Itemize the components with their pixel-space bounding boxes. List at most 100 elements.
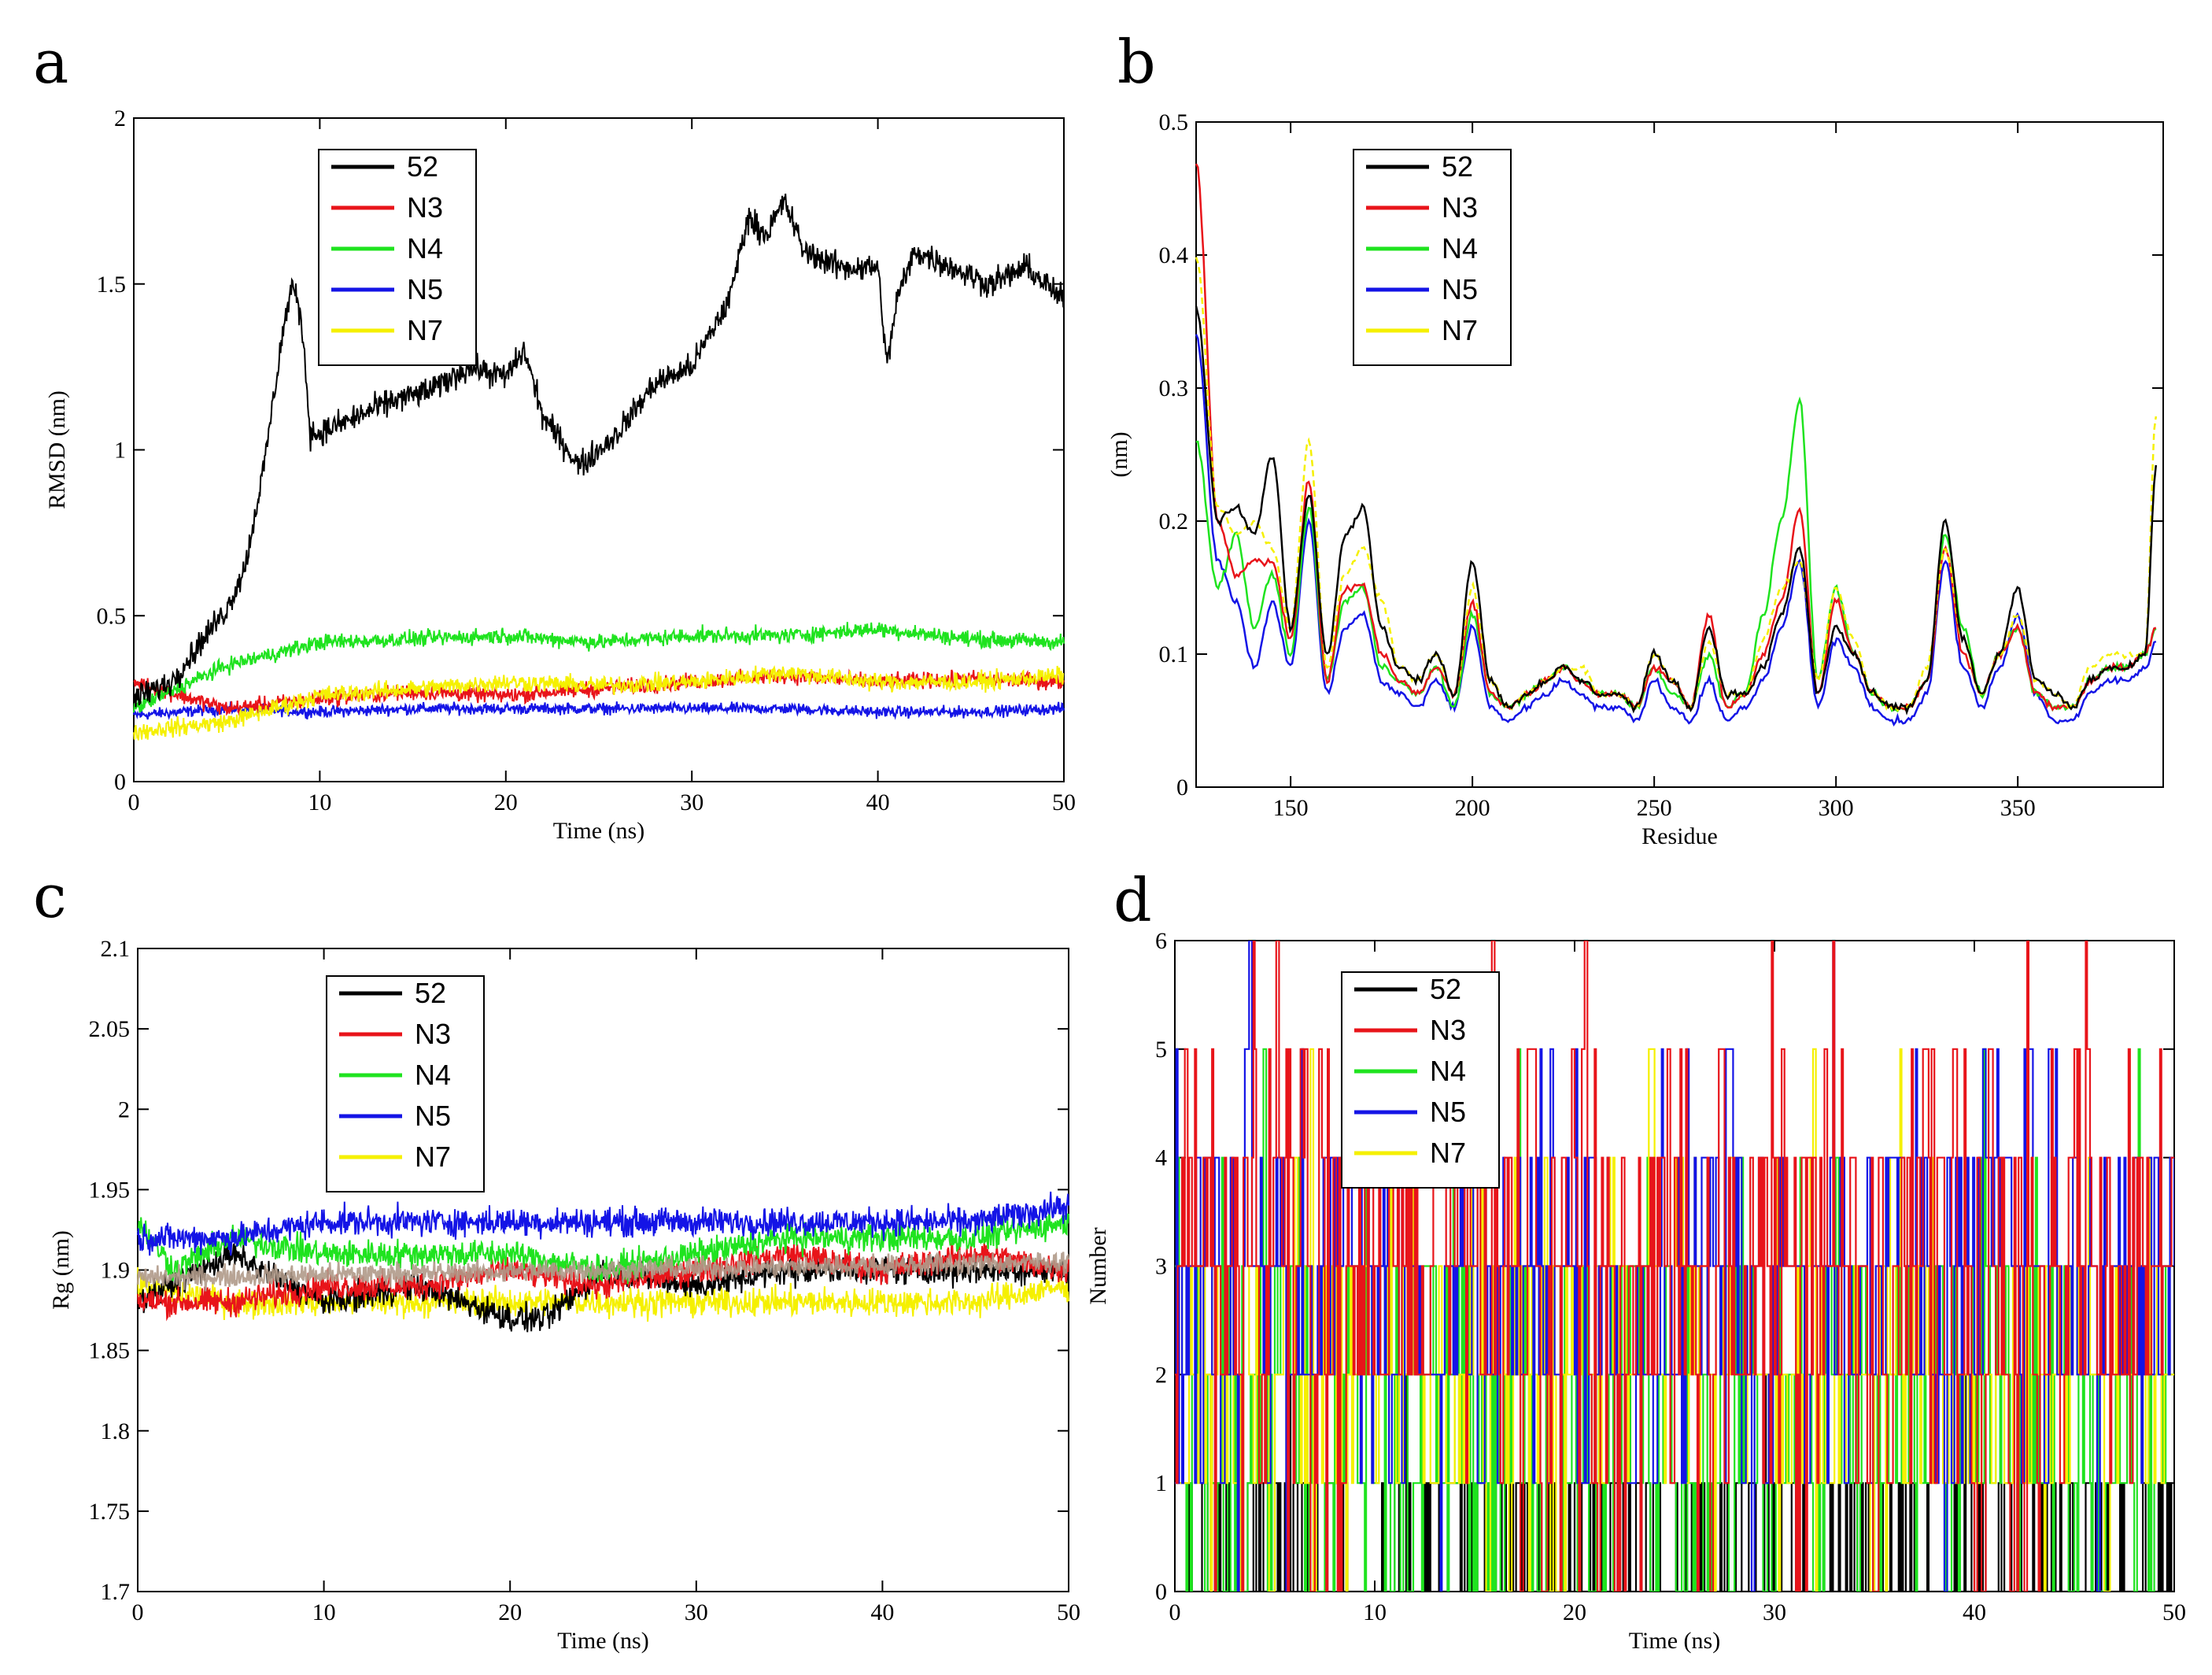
series-step-N3 <box>1175 941 2174 1592</box>
y-tick-label: 0.2 <box>1159 508 1189 534</box>
y-tick-label: 5 <box>1155 1037 1167 1063</box>
y-tick-label: 1 <box>114 438 126 464</box>
y-tick-label: 1.5 <box>97 272 127 298</box>
legend-label: 52 <box>407 150 438 183</box>
chart-a: a 0 10 20 30 40 50 0 0.5 1 1.5 2 Time (ns) RMSD (nm) 5… <box>33 27 1076 844</box>
x-tick-label: 40 <box>1963 1599 1986 1625</box>
step-layer <box>1175 941 2174 1592</box>
legend-label: 52 <box>415 977 446 1009</box>
series-line-52 <box>133 193 1065 708</box>
series-line-N5 <box>1195 334 2157 727</box>
panel-label: c <box>33 861 67 931</box>
series-line-52 <box>1195 305 2158 715</box>
y-axis-label: Rg (nm) <box>48 1230 74 1310</box>
y-tick-label: 0 <box>114 769 126 795</box>
x-tick-label: 0 <box>1169 1599 1181 1625</box>
legend-label: N7 <box>1430 1137 1466 1169</box>
x-tick-label: 10 <box>308 789 331 815</box>
y-tick-label: 0.5 <box>97 603 127 629</box>
y-tick-label: 2 <box>114 105 126 131</box>
legend-label: 52 <box>1442 150 1473 183</box>
x-axis-label: Time (ns) <box>553 818 644 844</box>
y-tick-label: 1 <box>1155 1470 1167 1496</box>
y-tick-label: 2 <box>118 1096 130 1122</box>
legend-label: N3 <box>407 191 443 224</box>
series-line-N7 <box>133 665 1065 741</box>
series-line-N5 <box>137 1191 1069 1256</box>
legend-label: N7 <box>407 314 443 346</box>
x-tick-label: 20 <box>494 789 518 815</box>
x-tick-label: 0 <box>132 1599 144 1625</box>
x-tick-label: 300 <box>1819 795 1854 821</box>
y-tick-label: 1.95 <box>89 1177 131 1203</box>
legend-label: N4 <box>407 232 443 264</box>
panel-label: a <box>33 27 68 97</box>
legend-label: N3 <box>1442 191 1478 224</box>
x-tick-label: 150 <box>1273 795 1309 821</box>
y-tick-label: 0.3 <box>1159 375 1189 401</box>
y-axis-label: RMSD (nm) <box>44 390 70 509</box>
chart-b: b 150 200 250 300 350 0 0.1 0.2 0.3 0.4 0.5 Residue (… <box>1106 27 2164 849</box>
legend-label: N5 <box>415 1100 451 1132</box>
legend-label: N4 <box>415 1059 451 1091</box>
y-axis-label: Number <box>1085 1227 1111 1304</box>
y-tick-label: 2.05 <box>89 1016 131 1042</box>
plot-frame <box>1195 121 2164 788</box>
y-tick-label: 2.1 <box>101 936 131 962</box>
y-tick-label: 1.75 <box>89 1499 131 1525</box>
series-line-N4 <box>133 622 1065 713</box>
legend-label: N5 <box>1430 1096 1466 1128</box>
legend-box <box>1341 971 1500 1189</box>
x-tick-label: 200 <box>1455 795 1490 821</box>
x-tick-label: 50 <box>1057 1599 1080 1625</box>
legend-label: N3 <box>1430 1014 1466 1046</box>
x-tick-label: 30 <box>1763 1599 1786 1625</box>
legend-label: N5 <box>407 273 443 305</box>
y-tick-label: 0.4 <box>1159 242 1189 268</box>
series-line-N5 <box>133 700 1065 720</box>
overlap-blend-line <box>136 1250 1070 1292</box>
legend-label: N7 <box>415 1141 451 1173</box>
y-tick-label: 4 <box>1155 1145 1167 1171</box>
chart-c: c 0 10 20 30 40 50 1.7 1.75 1.8 1.85 1.9 1.95 2 2.05 2.… <box>33 861 1080 1654</box>
x-tick-label: 40 <box>870 1599 894 1625</box>
legend-box <box>1353 149 1512 366</box>
x-tick-label: 10 <box>1363 1599 1387 1625</box>
y-tick-label: 6 <box>1155 928 1167 954</box>
x-tick-label: 50 <box>1052 789 1076 815</box>
y-tick-label: 1.85 <box>89 1338 131 1364</box>
legend-label: N4 <box>1430 1055 1466 1087</box>
x-tick-label: 0 <box>128 789 140 815</box>
y-tick-label: 1.7 <box>101 1579 131 1605</box>
x-tick-label: 10 <box>312 1599 336 1625</box>
legend-label: N5 <box>1442 273 1478 305</box>
x-tick-label: 30 <box>685 1599 708 1625</box>
legend-label: N3 <box>415 1018 451 1050</box>
panel-label: d <box>1113 865 1152 935</box>
x-axis-label: Residue <box>1641 823 1718 849</box>
y-tick-label: 0 <box>1155 1579 1167 1605</box>
y-tick-label: 2 <box>1155 1362 1167 1388</box>
x-axis-label: Time (ns) <box>1629 1628 1720 1654</box>
series-line-N3 <box>133 668 1065 716</box>
y-tick-label: 1.9 <box>101 1258 131 1284</box>
x-tick-label: 250 <box>1637 795 1672 821</box>
series-line-N7 <box>137 1266 1069 1322</box>
y-tick-label: 1.8 <box>101 1418 131 1444</box>
x-tick-label: 40 <box>866 789 890 815</box>
legend-box <box>326 975 485 1192</box>
x-tick-label: 20 <box>498 1599 522 1625</box>
x-tick-label: 350 <box>2000 795 2036 821</box>
x-tick-label: 30 <box>680 789 703 815</box>
x-tick-label: 20 <box>1563 1599 1586 1625</box>
y-tick-label: 0 <box>1176 775 1188 801</box>
legend-label: 52 <box>1430 973 1461 1005</box>
legend-label: N4 <box>1442 232 1478 264</box>
y-tick-label: 0.1 <box>1159 642 1189 667</box>
y-tick-label: 0.5 <box>1159 109 1189 135</box>
panel-label: b <box>1117 27 1156 97</box>
x-axis-label: Time (ns) <box>557 1628 648 1654</box>
legend-label: N7 <box>1442 314 1478 346</box>
legend-box <box>318 149 477 366</box>
